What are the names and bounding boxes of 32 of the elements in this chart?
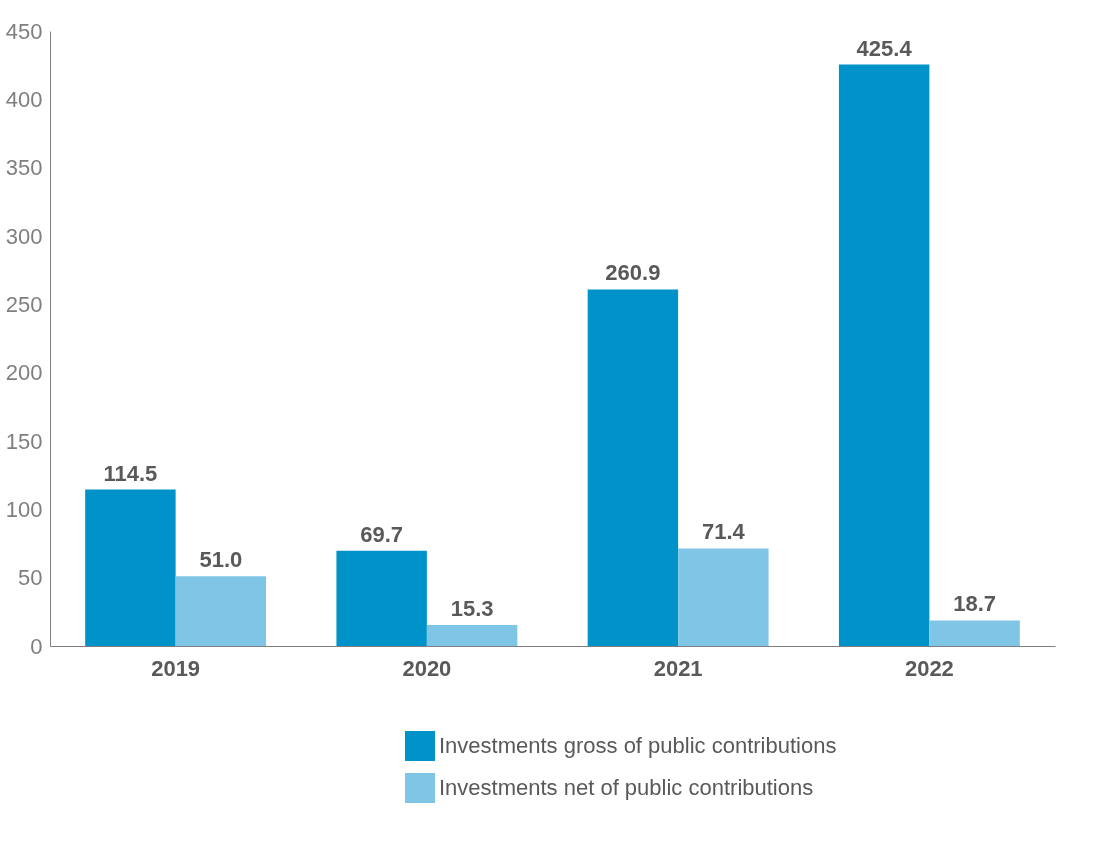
data-label: 425.4 xyxy=(856,35,913,61)
legend-label: Investments net of public contributions xyxy=(439,775,814,800)
bar xyxy=(838,64,930,646)
y-tick-label: 100 xyxy=(5,496,43,522)
bar xyxy=(426,625,518,646)
bar xyxy=(175,576,267,646)
data-label: 18.7 xyxy=(953,591,997,617)
x-tick-label: 2019 xyxy=(151,655,201,681)
bar xyxy=(336,550,427,646)
y-tick-label: 50 xyxy=(18,565,43,591)
bar xyxy=(678,548,769,646)
y-tick-label: 250 xyxy=(5,291,43,317)
bar xyxy=(929,620,1020,646)
y-tick-label: 450 xyxy=(5,18,43,44)
x-tick-label: 2022 xyxy=(904,655,954,681)
data-label: 114.5 xyxy=(103,460,158,486)
data-label: 15.3 xyxy=(450,596,494,622)
bar xyxy=(85,489,176,646)
data-label: 51.0 xyxy=(199,547,243,573)
y-tick-label: 350 xyxy=(5,155,43,181)
data-label: 260.9 xyxy=(605,260,661,286)
y-tick-label: 150 xyxy=(5,428,43,454)
y-tick-label: 400 xyxy=(5,86,43,112)
data-label: 71.4 xyxy=(701,519,746,545)
data-label: 69.7 xyxy=(360,521,404,547)
y-tick-label: 300 xyxy=(5,223,43,249)
y-tick-label: 200 xyxy=(5,360,43,386)
legend-label: Investments gross of public contributions xyxy=(439,733,837,758)
x-tick-label: 2021 xyxy=(653,655,703,681)
bar xyxy=(587,289,679,646)
x-tick-label: 2020 xyxy=(402,655,452,681)
y-tick-label: 0 xyxy=(30,633,43,659)
